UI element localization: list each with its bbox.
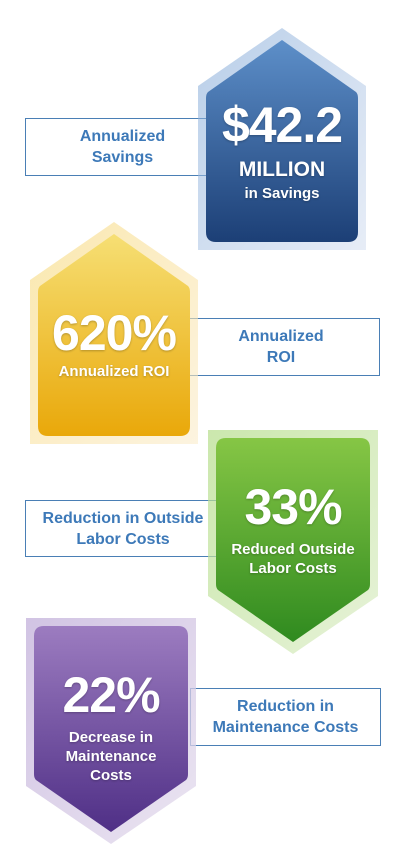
- stat-caption: Costs: [90, 767, 132, 784]
- arrow-down-badge-icon: 33% Reduced Outside Labor Costs: [208, 430, 378, 654]
- stat-label-outside-labor: Reduction in Outside Labor Costs: [25, 500, 221, 557]
- stat-value: 22%: [62, 667, 160, 723]
- stat-unit: MILLION: [238, 158, 326, 181]
- stat-label-line: Maintenance Costs: [212, 719, 359, 736]
- stat-value: 620%: [52, 305, 177, 361]
- arrow-down-badge-icon: 22% Decrease in Maintenance Costs: [26, 618, 196, 844]
- stat-value: 33%: [244, 479, 342, 535]
- stat-caption: Annualized ROI: [58, 363, 170, 380]
- stat-label-maintenance: Reduction in Maintenance Costs: [190, 688, 381, 746]
- stat-label-line: Annualized: [79, 128, 166, 145]
- stat-label-line: Reduction in: [237, 698, 334, 715]
- stat-label-line: Labor Costs: [76, 530, 170, 548]
- stat-caption: Labor Costs: [249, 560, 337, 577]
- stat-value: $42.2: [221, 97, 343, 153]
- stat-label-line: Savings: [91, 149, 154, 166]
- stat-caption: Maintenance: [65, 748, 157, 765]
- stat-label-line: Annualized: [238, 328, 324, 345]
- stat-label-savings: Annualized Savings: [25, 118, 220, 176]
- stat-caption: Decrease in: [68, 729, 154, 746]
- stat-label-line: Reduction in Outside: [42, 509, 204, 527]
- stat-label-roi: Annualized ROI: [182, 318, 380, 376]
- arrow-up-badge-icon: 620% Annualized ROI: [30, 222, 198, 444]
- stat-caption: in Savings: [244, 185, 320, 202]
- arrow-up-badge-icon: $42.2 MILLION in Savings: [198, 28, 366, 250]
- stat-caption: Reduced Outside: [231, 541, 355, 558]
- stat-label-line: ROI: [266, 349, 296, 366]
